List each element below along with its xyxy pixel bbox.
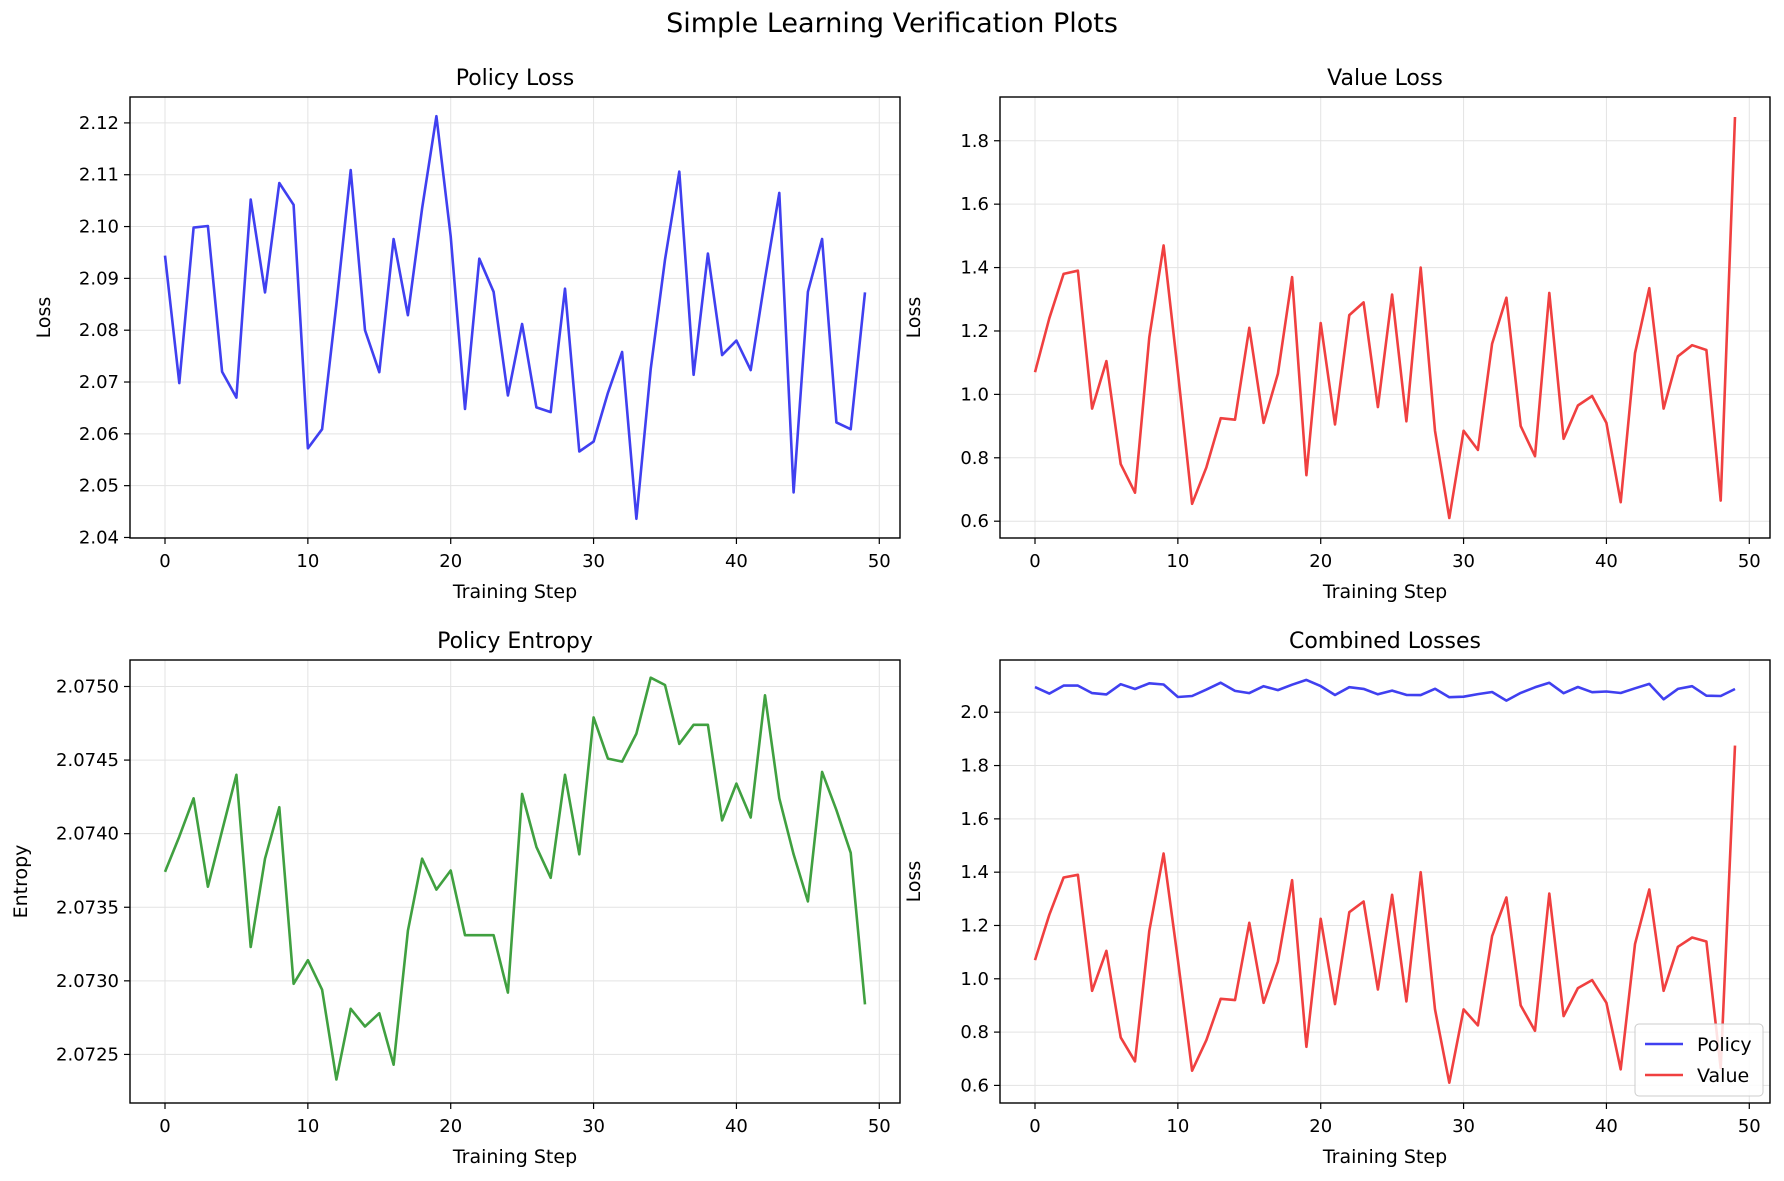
policy-loss-series-0-line xyxy=(163,114,867,521)
combined-losses-ytick-label: 1.6 xyxy=(960,809,989,830)
policy-entropy-ytick-label: 2.0745 xyxy=(56,750,119,771)
combined-losses-xtick-label: 50 xyxy=(1738,1116,1761,1137)
value-loss-xtick-label: 10 xyxy=(1166,551,1189,572)
policy-entropy-xlabel: Training Step xyxy=(452,1146,577,1168)
policy-loss-ytick-label: 2.07 xyxy=(79,372,119,393)
policy-entropy-xtick-label: 20 xyxy=(439,1116,462,1137)
combined-losses-ytick-label: 1.0 xyxy=(960,969,989,990)
combined-losses-ytick-label: 0.6 xyxy=(960,1075,989,1096)
policy-entropy-ytick-label: 2.0730 xyxy=(56,971,119,992)
policy-loss-ytick-label: 2.12 xyxy=(79,113,119,134)
value-loss-ytick-label: 0.8 xyxy=(960,448,989,469)
value-loss-ytick-label: 1.0 xyxy=(960,384,989,405)
value-loss-ylabel: Loss xyxy=(903,297,925,339)
value-loss-ytick-label: 1.2 xyxy=(960,321,989,342)
value-loss-xtick-label: 0 xyxy=(1029,551,1040,572)
value-loss-xtick-label: 50 xyxy=(1738,551,1761,572)
policy-entropy-xtick-label: 0 xyxy=(159,1116,170,1137)
policy-loss-xlabel: Training Step xyxy=(452,581,577,603)
policy-loss-xtick-label: 10 xyxy=(296,551,319,572)
figure-title: Simple Learning Verification Plots xyxy=(666,8,1118,39)
value-loss-xlabel: Training Step xyxy=(1322,581,1447,603)
policy-loss-xtick-label: 20 xyxy=(439,551,462,572)
policy-entropy-ytick-label: 2.0735 xyxy=(56,897,119,918)
policy-loss-xtick-label: 30 xyxy=(582,551,605,572)
policy-entropy-title: Policy Entropy xyxy=(437,629,593,654)
policy-loss-ytick-label: 2.11 xyxy=(79,165,119,186)
combined-losses-legend-label-policy: Policy xyxy=(1697,1034,1752,1056)
combined-losses-xtick-label: 0 xyxy=(1029,1116,1040,1137)
policy-loss-ytick-label: 2.04 xyxy=(79,527,119,548)
combined-losses-ytick-label: 1.2 xyxy=(960,915,989,936)
combined-losses-ytick-label: 1.4 xyxy=(960,862,989,883)
combined-losses-title: Combined Losses xyxy=(1289,629,1481,654)
value-loss-ytick-label: 0.6 xyxy=(960,511,989,532)
policy-loss-xtick-label: 40 xyxy=(725,551,748,572)
policy-loss-axes-frame xyxy=(129,96,901,539)
policy-entropy-xtick-label: 40 xyxy=(725,1116,748,1137)
value-loss-title: Value Loss xyxy=(1327,66,1443,91)
policy-loss-xtick-label: 50 xyxy=(868,551,891,572)
combined-losses-series-policy-line xyxy=(1034,678,1736,702)
policy-loss-ytick-label: 2.09 xyxy=(79,268,119,289)
value-loss-series-0-line xyxy=(1033,116,1737,520)
policy-loss-ytick-label: 2.10 xyxy=(79,217,119,238)
value-loss-xtick-label: 20 xyxy=(1309,551,1332,572)
policy-entropy-xtick-label: 10 xyxy=(296,1116,319,1137)
policy-loss-xtick-label: 0 xyxy=(159,551,170,572)
combined-losses-ytick-label: 0.8 xyxy=(960,1022,989,1043)
policy-entropy-ytick-label: 2.0740 xyxy=(56,824,119,845)
policy-loss-ytick-label: 2.05 xyxy=(79,476,119,497)
value-loss-ytick-label: 1.8 xyxy=(960,131,989,152)
value-loss-xtick-label: 40 xyxy=(1595,551,1618,572)
policy-entropy-ylabel: Entropy xyxy=(10,845,32,919)
combined-losses-axes-frame xyxy=(999,659,1771,1104)
combined-losses-xtick-label: 20 xyxy=(1309,1116,1332,1137)
policy-loss-ylabel: Loss xyxy=(33,297,55,339)
policy-loss-ytick-label: 2.06 xyxy=(79,424,119,445)
combined-losses-xtick-label: 10 xyxy=(1166,1116,1189,1137)
combined-losses-legend-label-value: Value xyxy=(1697,1065,1749,1087)
combined-losses-xtick-label: 40 xyxy=(1595,1116,1618,1137)
combined-losses-legend: Policy Value xyxy=(1634,1023,1764,1097)
policy-entropy-ytick-label: 2.0725 xyxy=(56,1044,119,1065)
policy-entropy-xtick-label: 50 xyxy=(868,1116,891,1137)
policy-entropy-series-0-line xyxy=(163,676,867,1081)
combined-losses-xlabel: Training Step xyxy=(1322,1146,1447,1168)
combined-losses-ytick-label: 1.8 xyxy=(960,756,989,777)
policy-entropy-axes-frame xyxy=(129,659,901,1104)
policy-loss-title: Policy Loss xyxy=(456,66,575,91)
combined-losses-xtick-label: 30 xyxy=(1452,1116,1475,1137)
value-loss-xtick-label: 30 xyxy=(1452,551,1475,572)
combined-losses-legend-box xyxy=(1634,1023,1764,1097)
combined-losses-series-value-line xyxy=(1033,745,1737,1084)
value-loss-axes-frame xyxy=(999,96,1771,539)
policy-entropy-xtick-label: 30 xyxy=(582,1116,605,1137)
combined-losses-ylabel: Loss xyxy=(903,861,925,903)
combined-losses-ytick-label: 2.0 xyxy=(960,702,989,723)
value-loss-ytick-label: 1.4 xyxy=(960,258,989,279)
value-loss-ytick-label: 1.6 xyxy=(960,194,989,215)
policy-loss-ytick-label: 2.08 xyxy=(79,320,119,341)
policy-entropy-ytick-label: 2.0750 xyxy=(56,676,119,697)
